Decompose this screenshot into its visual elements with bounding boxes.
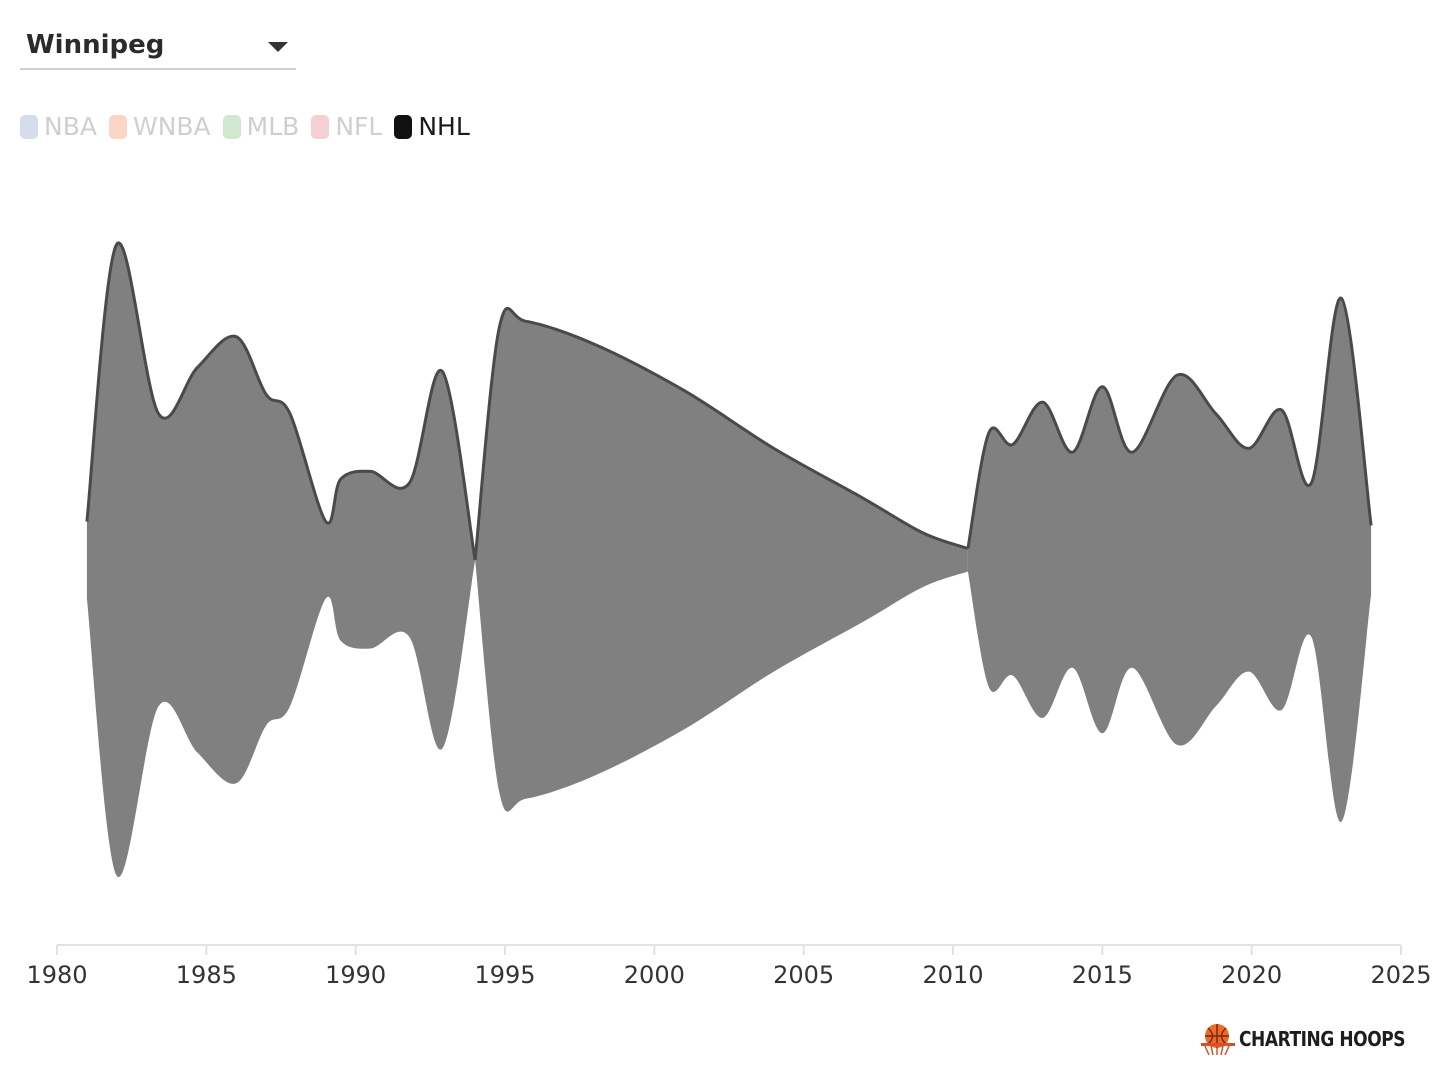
stream-segment-nhl-0[interactable] xyxy=(86,242,476,878)
legend-label: NBA xyxy=(44,112,97,141)
legend-swatch xyxy=(20,114,38,139)
x-axis-ticks: 1980 1985 1990 1995 2000 2005 2010 2015 2020 2025 xyxy=(26,945,1432,989)
brand-name: CHARTING HOOPS xyxy=(1238,1027,1406,1051)
legend-label: WNBA xyxy=(132,112,211,141)
x-tick-label: 2000 xyxy=(624,961,685,989)
stream-segment-nhl-1[interactable] xyxy=(475,308,968,812)
x-tick-label: 1985 xyxy=(176,961,237,989)
legend-swatch xyxy=(222,114,241,139)
x-tick-label: 2015 xyxy=(1072,961,1133,989)
legend-item-nhl[interactable]: NHL xyxy=(394,112,470,141)
x-tick-label: 1990 xyxy=(325,961,386,989)
x-tick-label: 2025 xyxy=(1370,961,1431,989)
x-tick-label: 2005 xyxy=(773,961,834,989)
x-tick-label: 2010 xyxy=(922,961,983,989)
league-legend: NBA WNBA MLB NFL NHL xyxy=(20,112,482,141)
legend-swatch xyxy=(311,114,330,139)
basketball-hoop-icon xyxy=(1200,1024,1235,1056)
legend-label: NFL xyxy=(335,112,383,141)
legend-item-wnba[interactable]: WNBA xyxy=(108,112,211,141)
stream-area-group xyxy=(85,241,1373,878)
legend-label: MLB xyxy=(246,112,300,141)
chevron-down-icon xyxy=(268,42,288,52)
legend-item-nfl[interactable]: NFL xyxy=(311,112,382,141)
legend-swatch xyxy=(394,114,413,139)
stream-top-edge xyxy=(85,241,477,561)
legend-label: NHL xyxy=(418,112,470,141)
legend-item-mlb[interactable]: MLB xyxy=(222,112,300,141)
x-tick-label: 2020 xyxy=(1221,961,1282,989)
team-select-dropdown[interactable]: Winnipeg xyxy=(20,24,296,70)
stream-top-edge xyxy=(966,296,1373,549)
x-tick-label: 1980 xyxy=(26,961,87,989)
charting-hoops-logo: CHARTING HOOPS xyxy=(1199,1022,1434,1056)
legend-item-nba[interactable]: NBA xyxy=(20,112,97,141)
stream-segment-nhl-2[interactable] xyxy=(967,297,1372,823)
stream-top-edge xyxy=(473,306,969,561)
x-tick-label: 1995 xyxy=(474,961,535,989)
team-select-value: Winnipeg xyxy=(26,30,165,60)
legend-swatch xyxy=(108,114,127,139)
